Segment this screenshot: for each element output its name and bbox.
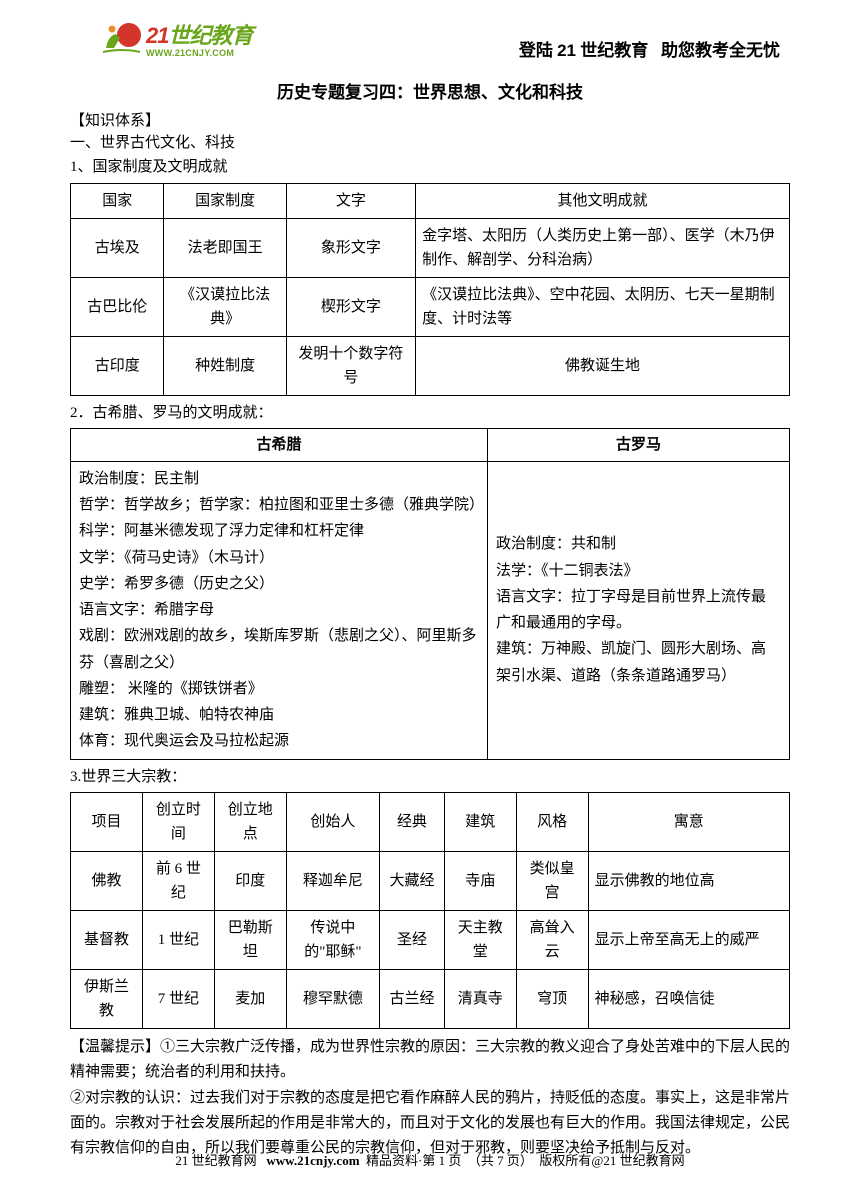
table-civilizations: 国家 国家制度 文字 其他文明成就 古埃及 法老即国王 象形文字 金字塔、太阳历…	[70, 183, 790, 396]
table-row: 政治制度：民主制 哲学：哲学故乡；哲学家：柏拉图和亚里士多德（雅典学院） 科学：…	[71, 461, 790, 759]
greece-cell: 政治制度：民主制 哲学：哲学故乡；哲学家：柏拉图和亚里士多德（雅典学院） 科学：…	[71, 461, 488, 759]
footer: 21 世纪教育网 www.21cnjy.com 精品资料·第 1 页 （共 7 …	[0, 1150, 860, 1169]
table-greece-rome: 古希腊 古罗马 政治制度：民主制 哲学：哲学故乡；哲学家：柏拉图和亚里士多德（雅…	[70, 428, 790, 760]
table-row: 基督教 1 世纪 巴勒斯坦 传说中的"耶稣" 圣经 天主教堂 高耸入云 显示上帝…	[71, 910, 790, 969]
logo-text-group: 21世纪教育 WWW.21CNJY.COM	[146, 18, 253, 58]
logo-icon	[100, 18, 144, 58]
document-title: 历史专题复习四：世界思想、文化和科技	[70, 78, 790, 103]
logo: 21世纪教育 WWW.21CNJY.COM	[100, 18, 253, 58]
subsection-1-3: 3.世界三大宗教：	[70, 766, 790, 789]
subsection-1: 一、世界古代文化、科技	[70, 132, 790, 155]
rome-cell: 政治制度：共和制 法学：《十二铜表法》 语言文字：拉丁字母是目前世界上流传最广和…	[488, 461, 790, 759]
content: 历史专题复习四：世界思想、文化和科技 【知识体系】 一、世界古代文化、科技 1、…	[70, 78, 790, 1161]
table-row: 项目 创立时间 创立地点 创始人 经典 建筑 风格 寓意	[71, 792, 790, 851]
table-row: 古希腊 古罗马	[71, 428, 790, 461]
table-religions: 项目 创立时间 创立地点 创始人 经典 建筑 风格 寓意 佛教 前 6 世纪 印…	[70, 792, 790, 1029]
subsection-1-1: 1、国家制度及文明成就	[70, 156, 790, 179]
section-heading: 【知识体系】	[70, 109, 790, 130]
tip-1: 【温馨提示】①三大宗教广泛传播，成为世界性宗教的原因：三大宗教的教义迎合了身处苦…	[70, 1035, 790, 1085]
logo-url: WWW.21CNJY.COM	[146, 48, 253, 58]
subsection-1-2: 2．古希腊、罗马的文明成就：	[70, 402, 790, 425]
table-row: 古埃及 法老即国王 象形文字 金字塔、太阳历（人类历史上第一部）、医学（木乃伊制…	[71, 218, 790, 277]
table-row: 伊斯兰教 7 世纪 麦加 穆罕默德 古兰经 清真寺 穹顶 神秘感，召唤信徒	[71, 969, 790, 1028]
logo-main-text: 21世纪教育	[146, 18, 253, 50]
table-row: 国家 国家制度 文字 其他文明成就	[71, 183, 790, 218]
table-row: 佛教 前 6 世纪 印度 释迦牟尼 大藏经 寺庙 类似皇宫 显示佛教的地位高	[71, 851, 790, 910]
header-slogan: 登陆 21 世纪教育 助您教考全无忧	[519, 36, 780, 61]
table-row: 古巴比伦 《汉谟拉比法典》 楔形文字 《汉谟拉比法典》、空中花园、太阴历、七天一…	[71, 277, 790, 336]
table-row: 古印度 种姓制度 发明十个数字符号 佛教诞生地	[71, 336, 790, 395]
